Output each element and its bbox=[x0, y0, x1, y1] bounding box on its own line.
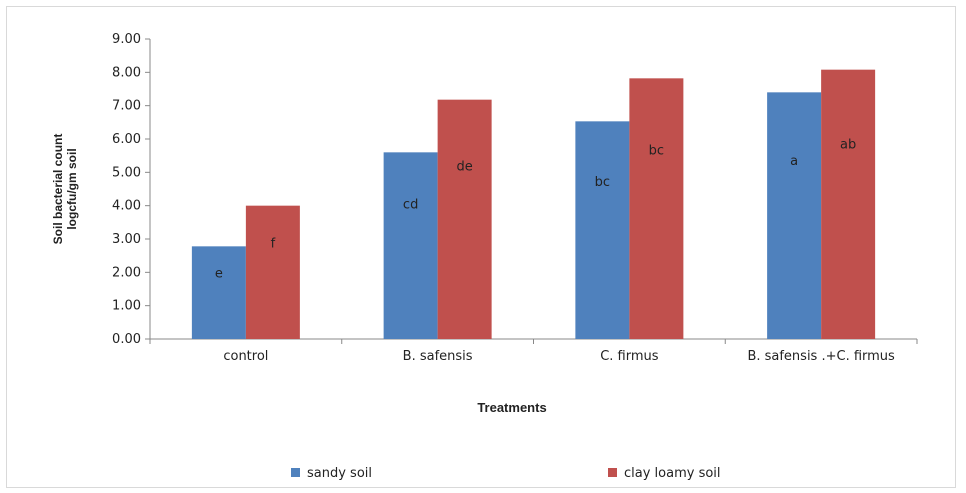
y-tick-label: 8.00 bbox=[112, 65, 141, 80]
x-category-label: control bbox=[223, 349, 268, 364]
x-category-label: B. safensis .+C. firmus bbox=[747, 349, 895, 364]
significance-letter: ab bbox=[840, 137, 856, 152]
significance-letter: cd bbox=[403, 198, 418, 213]
data-labels: e f cd de bc bc a ab bbox=[215, 137, 856, 281]
bar-sandy-soil bbox=[767, 92, 822, 339]
x-axis-title: Treatments bbox=[477, 400, 546, 415]
bar-clay-loamy-soil bbox=[245, 205, 300, 339]
bar-clay-loamy-soil bbox=[437, 99, 492, 340]
x-category-label: C. firmus bbox=[600, 349, 659, 364]
legend-swatch-clay-loamy-soil bbox=[608, 468, 617, 477]
y-axis-title-line1: Soil bacterial count bbox=[51, 134, 65, 245]
bar-clay-loamy-soil bbox=[629, 78, 684, 339]
y-tick-label: 2.00 bbox=[112, 265, 141, 280]
y-axis-title-line2: logcfu/gm soil bbox=[65, 148, 79, 229]
significance-letter: e bbox=[215, 266, 223, 281]
bar-sandy-soil bbox=[575, 121, 630, 339]
significance-letter: de bbox=[457, 159, 473, 174]
y-tick-label: 0.00 bbox=[112, 332, 141, 347]
y-tick-label: 5.00 bbox=[112, 165, 141, 180]
x-axis: control B. safensis C. firmus B. safensis .… bbox=[149, 338, 918, 364]
bar-sandy-soil bbox=[383, 152, 438, 339]
y-tick-label: 7.00 bbox=[112, 99, 141, 114]
legend-label-sandy-soil: sandy soil bbox=[307, 466, 372, 481]
significance-letter: a bbox=[790, 154, 798, 169]
y-tick-label: 6.00 bbox=[112, 132, 141, 147]
y-tick-label: 3.00 bbox=[112, 232, 141, 247]
bar-clay-loamy-soil bbox=[821, 69, 876, 340]
bars bbox=[191, 69, 876, 340]
y-tick-label: 1.00 bbox=[112, 299, 141, 314]
legend-swatch-sandy-soil bbox=[291, 468, 300, 477]
significance-letter: f bbox=[271, 237, 276, 252]
y-tick-label: 9.00 bbox=[112, 32, 141, 47]
legend: sandy soil clay loamy soil bbox=[291, 466, 721, 481]
significance-letter: bc bbox=[595, 175, 610, 190]
x-category-label: B. safensis bbox=[403, 349, 473, 364]
significance-letter: bc bbox=[649, 144, 664, 159]
bar-sandy-soil bbox=[191, 246, 246, 339]
legend-label-clay-loamy-soil: clay loamy soil bbox=[624, 466, 721, 481]
y-tick-label: 4.00 bbox=[112, 199, 141, 214]
y-axis: 0.00 1.00 2.00 3.00 4.00 5.00 6.00 7.00 8.00 9.00 bbox=[112, 32, 151, 347]
